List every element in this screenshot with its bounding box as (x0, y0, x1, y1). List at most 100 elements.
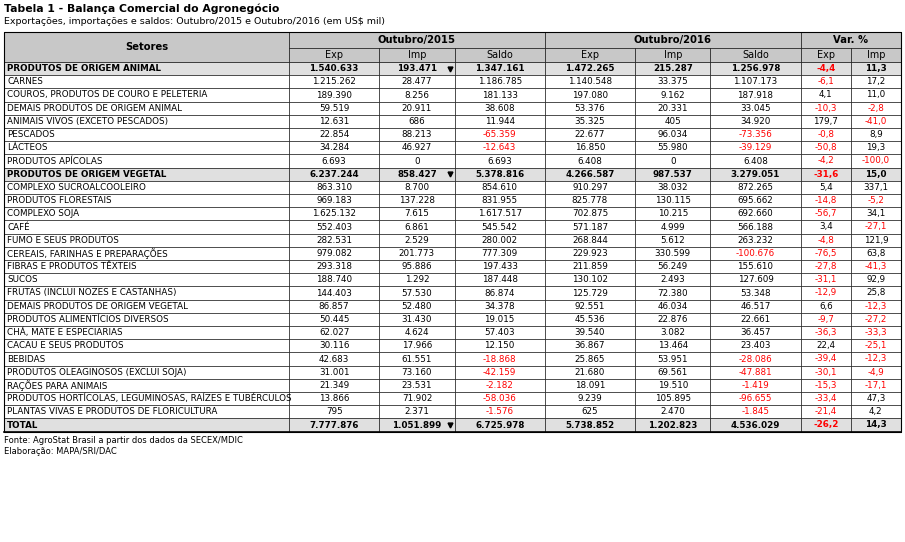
Bar (801, 286, 851, 300)
Text: 3.082: 3.082 (661, 328, 685, 337)
Text: 3,4: 3,4 (819, 223, 833, 231)
Text: 215.287: 215.287 (653, 64, 692, 73)
Text: -4,4: -4,4 (816, 64, 835, 73)
Text: 96.034: 96.034 (658, 130, 688, 139)
Text: 229.923: 229.923 (572, 249, 608, 258)
Text: -76,5: -76,5 (814, 249, 837, 258)
Text: 13.866: 13.866 (319, 394, 349, 403)
Bar (289, 379, 379, 392)
Bar (289, 75, 379, 88)
Bar (379, 88, 454, 101)
Text: 42.683: 42.683 (319, 354, 349, 364)
Text: 910.297: 910.297 (572, 183, 608, 192)
Text: -33,4: -33,4 (814, 394, 837, 403)
Text: PRODUTOS APÍCOLAS: PRODUTOS APÍCOLAS (7, 157, 102, 165)
Text: 197.080: 197.080 (572, 91, 608, 100)
Bar (4, 300, 289, 313)
Bar (289, 154, 379, 167)
Bar (454, 273, 545, 286)
Bar (454, 260, 545, 273)
Text: -73.356: -73.356 (738, 130, 772, 139)
Text: 181.133: 181.133 (481, 91, 518, 100)
Text: 19.510: 19.510 (658, 381, 688, 390)
Text: 34.378: 34.378 (484, 302, 515, 311)
Text: Outubro/2016: Outubro/2016 (634, 35, 711, 45)
Bar (545, 167, 635, 181)
Bar (545, 339, 635, 352)
Text: 45.536: 45.536 (575, 315, 605, 324)
Bar (289, 48, 379, 62)
Bar (851, 273, 901, 286)
Text: -27,1: -27,1 (865, 223, 887, 231)
Text: 9.239: 9.239 (577, 394, 603, 403)
Text: 31.430: 31.430 (402, 315, 433, 324)
Bar (454, 418, 545, 431)
Text: -65.359: -65.359 (483, 130, 517, 139)
Bar (710, 62, 801, 75)
Bar (4, 352, 289, 366)
Text: -27,2: -27,2 (865, 315, 887, 324)
Bar (710, 234, 801, 247)
Text: PRODUTOS ALIMENTÍCIOS DIVERSOS: PRODUTOS ALIMENTÍCIOS DIVERSOS (7, 315, 168, 324)
Bar (4, 88, 289, 101)
Bar (379, 260, 454, 273)
Text: 6.408: 6.408 (577, 157, 603, 165)
Bar (4, 62, 289, 75)
Text: 692.660: 692.660 (738, 209, 774, 218)
Bar (710, 141, 801, 154)
Text: Tabela 1 - Balança Comercial do Agronegócio: Tabela 1 - Balança Comercial do Agronegó… (4, 3, 280, 14)
Bar (454, 247, 545, 260)
Bar (801, 273, 851, 286)
Text: 863.310: 863.310 (316, 183, 352, 192)
Bar (4, 141, 289, 154)
Text: 39.540: 39.540 (575, 328, 605, 337)
Bar (801, 418, 851, 431)
Text: 5.738.852: 5.738.852 (566, 421, 614, 429)
Bar (454, 286, 545, 300)
Bar (379, 326, 454, 339)
Bar (710, 75, 801, 88)
Text: -100,0: -100,0 (862, 157, 890, 165)
Text: Outubro/2015: Outubro/2015 (378, 35, 456, 45)
Text: Saldo: Saldo (742, 50, 769, 60)
Bar (710, 221, 801, 234)
Text: 130.115: 130.115 (654, 196, 691, 205)
Text: -31,6: -31,6 (813, 170, 838, 179)
Text: Imp: Imp (663, 50, 682, 60)
Bar (851, 115, 901, 128)
Text: -41,3: -41,3 (865, 262, 887, 271)
Bar (545, 247, 635, 260)
Text: 14,3: 14,3 (865, 421, 887, 429)
Bar (710, 273, 801, 286)
Text: 825.778: 825.778 (572, 196, 608, 205)
Text: 18.091: 18.091 (575, 381, 605, 390)
Bar (545, 366, 635, 379)
Bar (545, 75, 635, 88)
Text: -36,3: -36,3 (814, 328, 837, 337)
Text: 73.160: 73.160 (402, 367, 433, 377)
Text: 34,1: 34,1 (866, 209, 886, 218)
Bar (289, 366, 379, 379)
Text: -12,9: -12,9 (814, 288, 837, 298)
Text: Imp: Imp (408, 50, 426, 60)
Bar (851, 141, 901, 154)
Text: 1.140.548: 1.140.548 (568, 78, 612, 86)
Text: -15,3: -15,3 (814, 381, 837, 390)
Bar (454, 221, 545, 234)
Bar (289, 62, 379, 75)
Text: 11.944: 11.944 (484, 117, 515, 126)
Bar (635, 128, 710, 141)
Text: 20.911: 20.911 (402, 104, 432, 113)
Text: 19,3: 19,3 (866, 143, 886, 152)
Bar (710, 207, 801, 221)
Bar (454, 234, 545, 247)
Bar (801, 326, 851, 339)
Bar (4, 207, 289, 221)
Bar (289, 313, 379, 326)
Text: 63,8: 63,8 (866, 249, 886, 258)
Text: 0: 0 (414, 157, 420, 165)
Bar (801, 101, 851, 115)
Text: 2.493: 2.493 (661, 275, 685, 285)
Text: -31,1: -31,1 (814, 275, 837, 285)
Text: 201.773: 201.773 (399, 249, 435, 258)
